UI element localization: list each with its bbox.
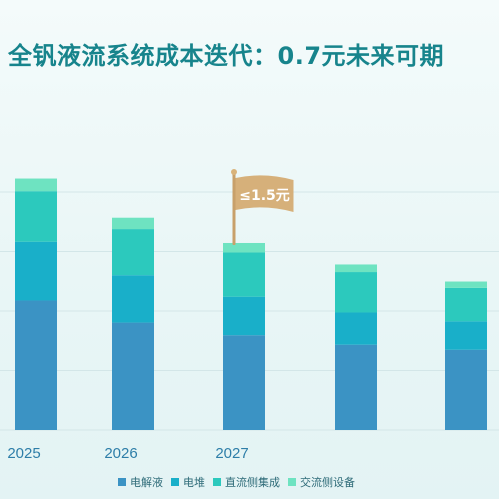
bar-segment-3-2 xyxy=(223,296,265,336)
legend-item: 电解液 xyxy=(118,474,163,490)
x-tick-label: 2026 xyxy=(104,445,137,462)
legend-label: 交流侧设备 xyxy=(300,476,355,489)
bar-segment-5-1 xyxy=(445,349,487,430)
bar-segment-3-4 xyxy=(223,242,265,253)
x-tick-label: 2027 xyxy=(215,445,248,462)
bar-segment-4-2 xyxy=(335,312,377,345)
legend-item: 电堆 xyxy=(171,474,205,490)
bar-segment-5-3 xyxy=(445,287,487,322)
bar-segment-1-4 xyxy=(15,178,57,192)
legend-swatch xyxy=(171,478,179,486)
legend-swatch xyxy=(118,478,126,486)
legend-item: 交流侧设备 xyxy=(288,474,355,490)
legend-swatch xyxy=(288,478,296,486)
legend-label: 电堆 xyxy=(183,476,205,489)
bar-segment-2-4 xyxy=(112,217,154,230)
bar-segment-3-3 xyxy=(223,252,265,297)
x-tick-label: 2025 xyxy=(7,445,40,462)
bar-segment-3-1 xyxy=(223,335,265,430)
legend-label: 直流侧集成 xyxy=(225,476,280,489)
flag-label: ≤1.5元 xyxy=(239,188,290,204)
legend-item: 直流侧集成 xyxy=(213,474,280,490)
bar-segment-1-1 xyxy=(15,300,57,430)
bar-segment-1-2 xyxy=(15,241,57,301)
legend-label: 电解液 xyxy=(130,476,163,489)
chart-legend: 电解液 电堆 直流侧集成 交流侧设备 xyxy=(118,474,355,490)
bar-segment-2-1 xyxy=(112,322,154,430)
bar-segment-2-2 xyxy=(112,275,154,323)
bar-segment-5-2 xyxy=(445,321,487,350)
bar-segment-2-3 xyxy=(112,229,154,276)
legend-swatch xyxy=(213,478,221,486)
bar-segment-4-3 xyxy=(335,272,377,313)
bar-segment-1-3 xyxy=(15,191,57,242)
bar-segment-4-1 xyxy=(335,344,377,430)
flag-pole xyxy=(232,173,236,245)
bar-segment-5-4 xyxy=(445,281,487,288)
flag-pole-top xyxy=(231,169,237,175)
bar-segment-4-4 xyxy=(335,264,377,273)
flag-banner xyxy=(235,175,294,212)
page-title: 全钒液流系统成本迭代：0.7元未来可期 xyxy=(8,42,445,70)
